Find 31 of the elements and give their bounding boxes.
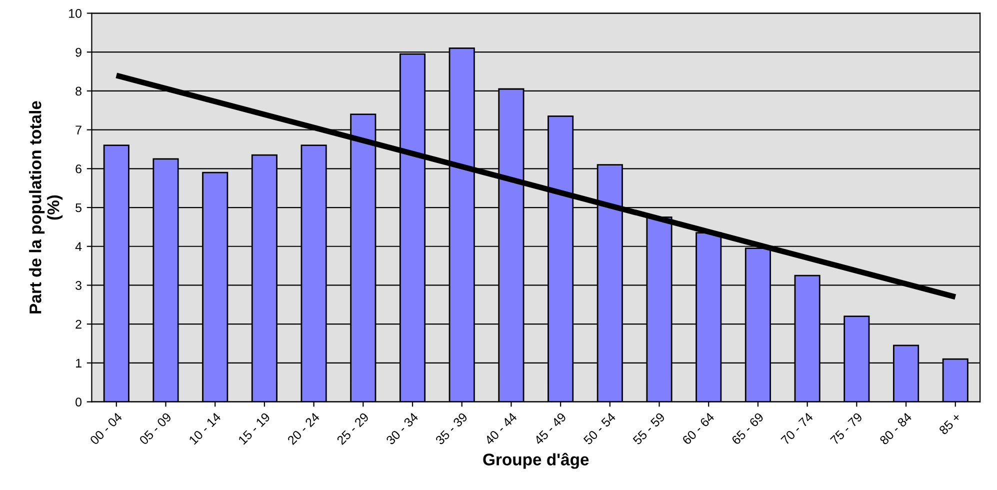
y-tick-label: 5 xyxy=(76,203,82,212)
x-tick-label: 45 - 49 xyxy=(533,412,567,446)
x-tick-label: 65 - 69 xyxy=(731,412,764,446)
x-tick-label: 00 - 04 xyxy=(89,412,123,446)
y-axis-title: Part de la population totale (%) xyxy=(29,101,63,314)
y-tick-label: 8 xyxy=(76,86,82,96)
x-tick-label: 10 - 14 xyxy=(188,412,222,445)
y-tick-label: 10 xyxy=(69,9,82,18)
y-tick-label: 4 xyxy=(75,242,82,251)
y-tick-label: 3 xyxy=(76,281,82,290)
x-tick-label: 05 - 09 xyxy=(138,412,172,446)
x-tick-label: 40 - 44 xyxy=(484,412,518,446)
x-tick-label: 85 + xyxy=(938,412,962,436)
x-tick-label: 20 - 24 xyxy=(286,412,320,446)
y-tick-label: 6 xyxy=(76,164,82,174)
y-tick-label: 9 xyxy=(76,48,82,57)
x-tick-label: 70 - 74 xyxy=(780,412,814,446)
x-tick-label: 50 - 54 xyxy=(582,412,616,446)
x-tick-label: 55 - 59 xyxy=(632,412,666,446)
y-tick-label: 7 xyxy=(76,126,82,134)
y-tick-label: 2 xyxy=(76,320,82,329)
x-tick-label: 75 - 79 xyxy=(830,412,863,446)
x-tick-label: 80 - 84 xyxy=(879,412,912,446)
x-tick-label: 60 - 64 xyxy=(682,412,715,446)
x-axis-title: Groupe d'âge xyxy=(483,452,589,469)
y-tick-label: 1 xyxy=(76,358,82,368)
x-tick-label: 30 - 34 xyxy=(386,412,419,446)
x-tick-label: 15 - 19 xyxy=(238,412,271,445)
x-tick-label: 35 - 39 xyxy=(434,412,468,446)
x-tick-label: 25 - 29 xyxy=(336,412,370,446)
y-tick-label: 0 xyxy=(76,398,82,406)
